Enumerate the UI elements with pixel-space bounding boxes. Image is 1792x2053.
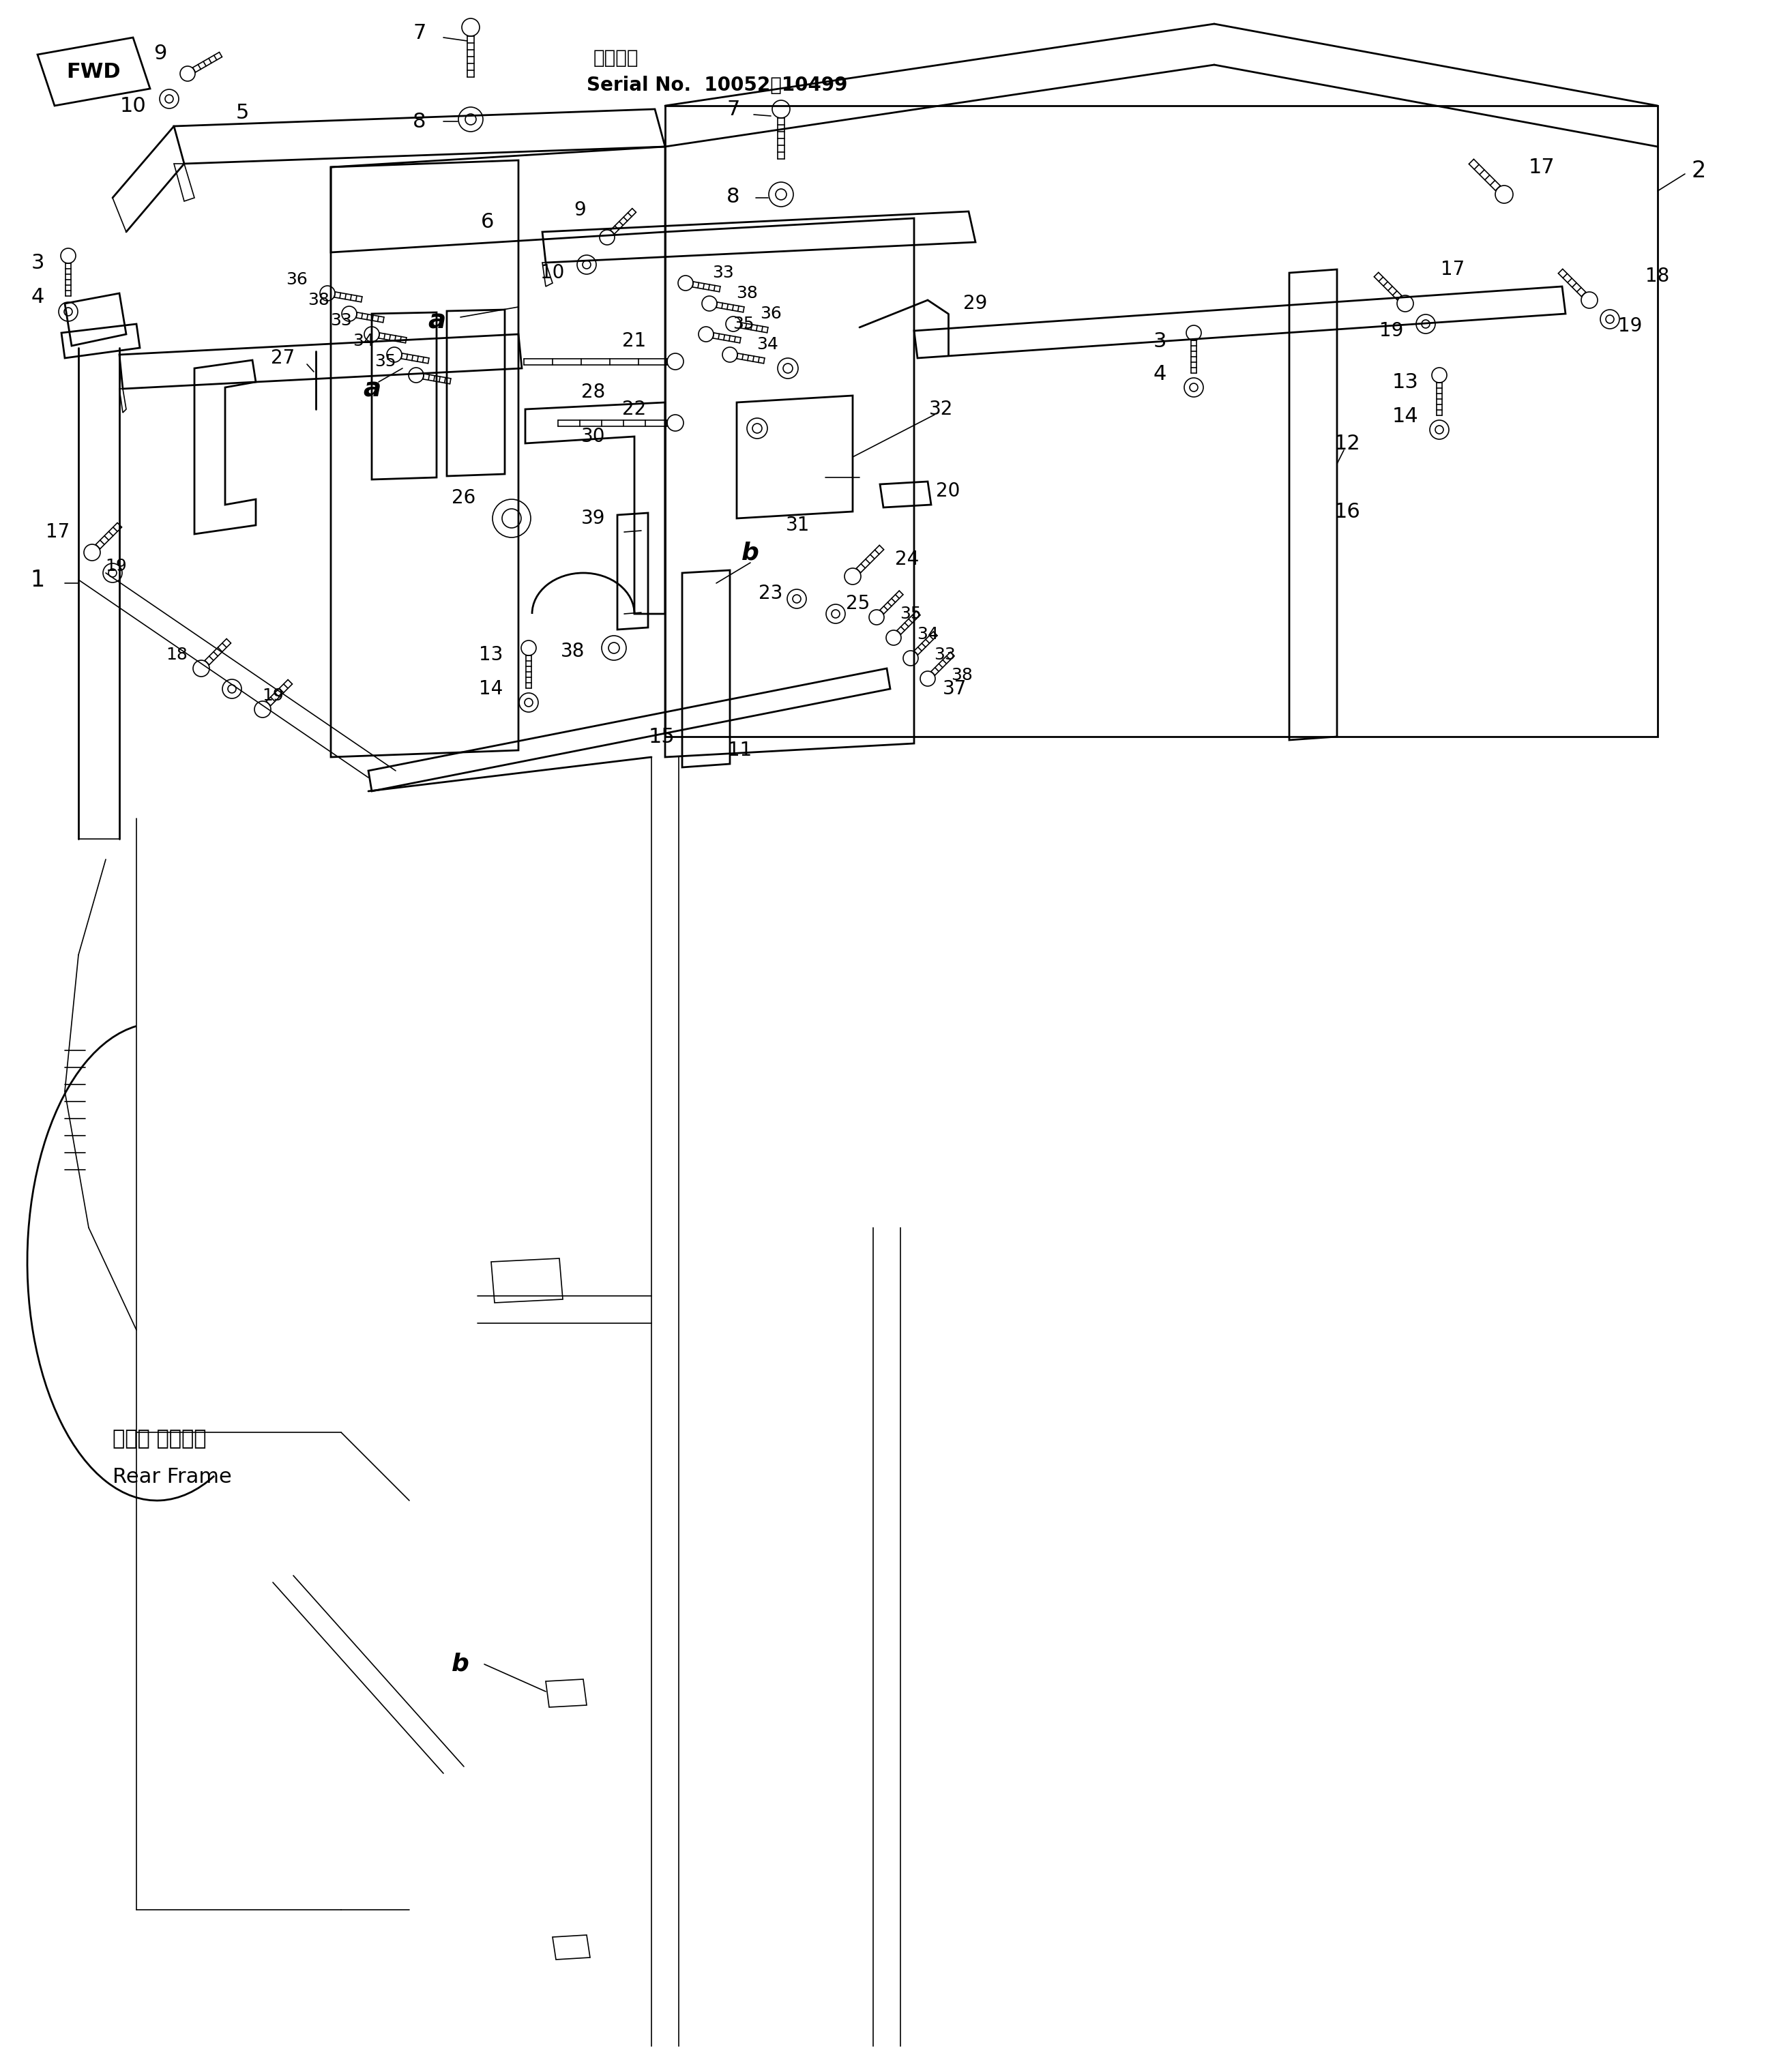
Text: 37: 37 xyxy=(943,680,968,698)
Text: 39: 39 xyxy=(581,509,606,528)
Text: 19: 19 xyxy=(262,688,283,704)
Text: 5: 5 xyxy=(235,103,249,123)
Text: 23: 23 xyxy=(758,583,783,604)
Text: 10: 10 xyxy=(120,96,147,115)
Text: Rear Frame: Rear Frame xyxy=(113,1466,231,1486)
Text: 4: 4 xyxy=(1152,363,1167,384)
Text: 18: 18 xyxy=(1645,267,1670,285)
Text: 3: 3 xyxy=(1152,331,1167,351)
Text: 6: 6 xyxy=(480,211,495,232)
Text: 3: 3 xyxy=(30,253,45,273)
Text: 11: 11 xyxy=(728,741,753,760)
Text: b: b xyxy=(452,1653,470,1675)
Text: 19: 19 xyxy=(1618,316,1643,335)
Text: 30: 30 xyxy=(581,427,606,446)
Text: 16: 16 xyxy=(1333,501,1360,521)
Text: 12: 12 xyxy=(1333,433,1360,454)
Text: FWD: FWD xyxy=(66,62,120,82)
Text: 36: 36 xyxy=(760,306,781,322)
Text: 1: 1 xyxy=(30,569,45,591)
Text: 9: 9 xyxy=(154,43,167,64)
Text: 17: 17 xyxy=(47,521,70,542)
Text: 38: 38 xyxy=(308,292,330,308)
Text: 35: 35 xyxy=(900,606,921,622)
Text: 9: 9 xyxy=(573,201,586,220)
Text: 7: 7 xyxy=(728,99,740,119)
Text: 35: 35 xyxy=(733,316,754,333)
Text: 18: 18 xyxy=(167,647,188,663)
Text: 34: 34 xyxy=(918,626,939,643)
Text: 32: 32 xyxy=(930,400,953,419)
Text: 10: 10 xyxy=(541,263,564,283)
Text: 26: 26 xyxy=(452,489,477,507)
Text: 13: 13 xyxy=(478,645,504,665)
Text: 38: 38 xyxy=(952,667,973,684)
Text: 34: 34 xyxy=(353,333,375,349)
Text: 15: 15 xyxy=(649,727,676,747)
Text: リヤー フレーム: リヤー フレーム xyxy=(113,1429,206,1449)
Text: Serial No.  10052～10499: Serial No. 10052～10499 xyxy=(586,76,848,94)
Text: 28: 28 xyxy=(581,382,606,402)
Text: 33: 33 xyxy=(934,647,955,663)
Text: 36: 36 xyxy=(287,271,308,287)
Text: 20: 20 xyxy=(935,482,961,501)
Text: 19: 19 xyxy=(106,558,127,575)
Text: 38: 38 xyxy=(737,285,758,302)
Text: 8: 8 xyxy=(412,111,426,131)
Text: 14: 14 xyxy=(1392,406,1419,425)
Text: 34: 34 xyxy=(756,337,778,353)
Text: 14: 14 xyxy=(478,680,504,698)
Text: 8: 8 xyxy=(728,187,740,205)
Text: 33: 33 xyxy=(330,312,351,328)
Text: 2: 2 xyxy=(1692,160,1706,183)
Text: 4: 4 xyxy=(30,287,45,306)
Text: 適用号機: 適用号機 xyxy=(593,49,638,68)
Text: 7: 7 xyxy=(412,23,426,43)
Text: 13: 13 xyxy=(1392,372,1419,392)
Text: a: a xyxy=(428,308,446,333)
Text: b: b xyxy=(742,540,760,565)
Text: 35: 35 xyxy=(375,353,396,370)
Text: 24: 24 xyxy=(896,550,919,569)
Text: 38: 38 xyxy=(561,643,584,661)
Text: 21: 21 xyxy=(622,331,647,351)
Text: 27: 27 xyxy=(271,349,296,367)
Text: 29: 29 xyxy=(964,294,987,312)
Text: 17: 17 xyxy=(1529,158,1555,177)
Text: 33: 33 xyxy=(711,265,735,281)
Text: 25: 25 xyxy=(846,593,871,614)
Text: 22: 22 xyxy=(622,400,647,419)
Text: a: a xyxy=(362,376,380,402)
Text: 19: 19 xyxy=(1380,320,1403,341)
Text: 31: 31 xyxy=(787,515,810,534)
Text: 17: 17 xyxy=(1441,261,1466,279)
